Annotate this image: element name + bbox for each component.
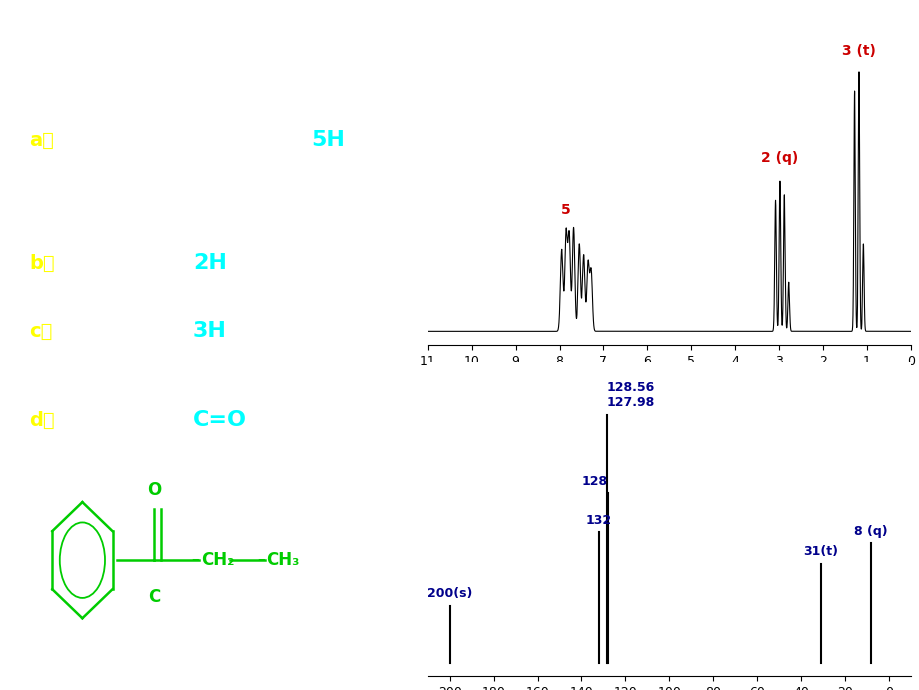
Text: a、: a、 bbox=[29, 130, 54, 150]
Text: –CH₃: –CH₃ bbox=[262, 322, 307, 340]
Text: δ: 200: δ: 200 bbox=[78, 411, 142, 429]
Text: –: – bbox=[256, 552, 265, 567]
Text: O: O bbox=[147, 481, 161, 499]
Text: CH₃: CH₃ bbox=[267, 551, 300, 569]
Text: 132: 132 bbox=[585, 514, 611, 527]
Text: C=O: C=O bbox=[193, 410, 246, 430]
Text: 5: 5 bbox=[561, 203, 571, 217]
Text: –CH₂–: –CH₂– bbox=[262, 254, 316, 272]
Text: 5H: 5H bbox=[312, 130, 346, 150]
Text: b、: b、 bbox=[29, 253, 55, 273]
Text: 2H: 2H bbox=[193, 253, 227, 273]
Text: 3H: 3H bbox=[193, 322, 227, 342]
Text: 128.56
127.98: 128.56 127.98 bbox=[606, 382, 654, 409]
Text: δ: 2.98: δ: 2.98 bbox=[78, 254, 148, 272]
Text: 2）NMR谱图: 2）NMR谱图 bbox=[149, 36, 269, 60]
Text: δ: 1.22: δ: 1.22 bbox=[78, 322, 148, 340]
Text: 200(s): 200(s) bbox=[426, 587, 472, 600]
X-axis label: δ: δ bbox=[664, 373, 674, 388]
Text: 128: 128 bbox=[581, 475, 607, 488]
Text: 苯环单取代: 苯环单取代 bbox=[140, 182, 193, 200]
Text: δ: 7.95,7.68~7.28: δ: 7.95,7.68~7.28 bbox=[78, 131, 259, 149]
Text: –: – bbox=[191, 552, 199, 567]
Text: 2 (q): 2 (q) bbox=[761, 151, 798, 165]
Text: 3 (t): 3 (t) bbox=[841, 44, 875, 59]
Text: CH₂: CH₂ bbox=[201, 551, 234, 569]
Text: d、: d、 bbox=[29, 411, 55, 430]
Text: c、: c、 bbox=[29, 322, 52, 341]
Text: C: C bbox=[148, 587, 160, 606]
Text: 8 (q): 8 (q) bbox=[854, 524, 887, 538]
Text: 31(t): 31(t) bbox=[802, 546, 837, 558]
